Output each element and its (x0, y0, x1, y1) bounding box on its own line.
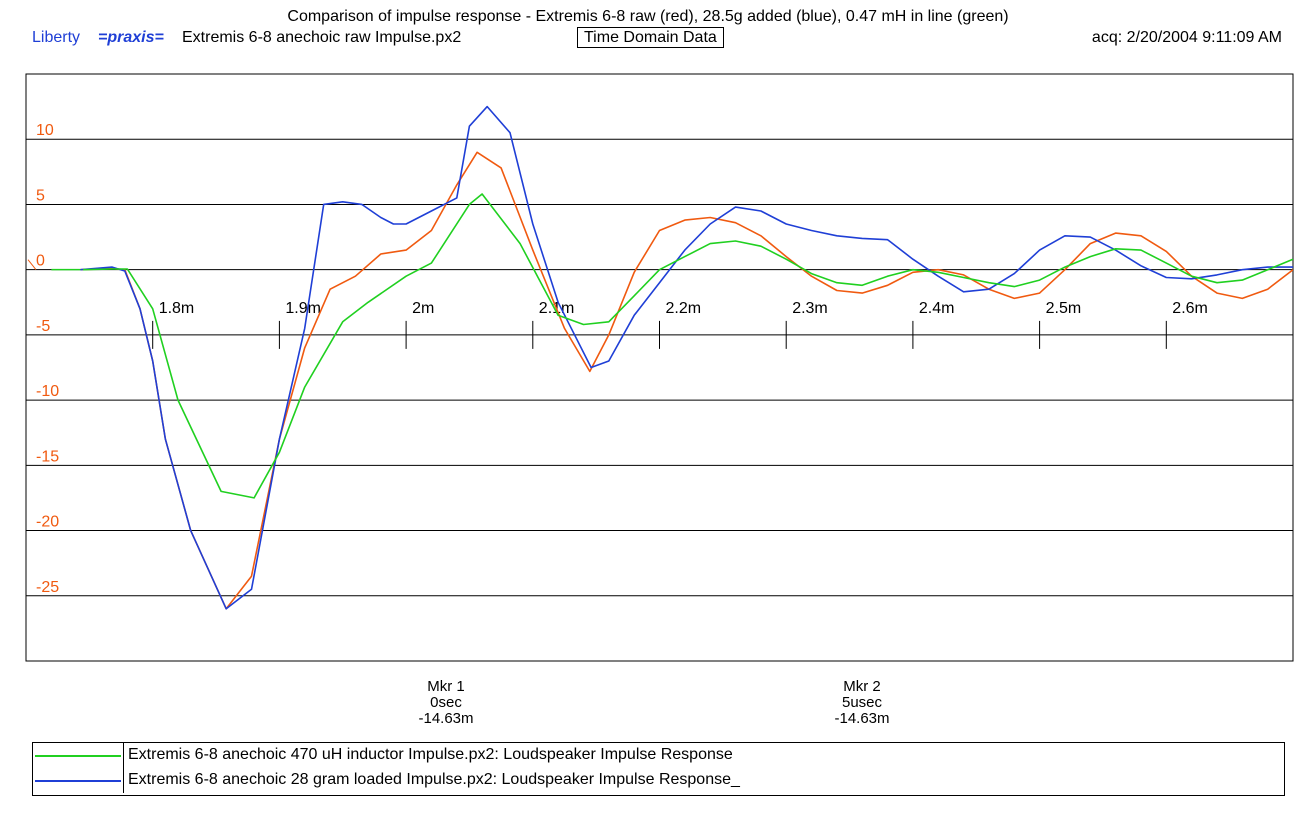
x-tick-label: 2.3m (792, 300, 828, 317)
y-tick-label: 10 (36, 122, 54, 139)
marker-1-time: 0sec (430, 694, 462, 711)
marker-2-value: -14.63m (834, 710, 890, 727)
legend-swatch-green (35, 755, 121, 757)
marker-readouts: Mkr 1 0sec -14.63m Mkr 2 5usec -14.63m (0, 679, 1296, 745)
chart-header: Liberty =praxis= Extremis 6-8 anechoic r… (0, 27, 1296, 49)
x-tick-label: 1.9m (285, 300, 321, 317)
marker-2-readout: Mkr 2 5usec -14.63m (802, 679, 922, 727)
series-line-blue (80, 105, 1293, 610)
y-tick-label: -10 (36, 383, 59, 400)
legend-swatch-blue (35, 780, 121, 782)
legend-label-blue: Extremis 6-8 anechoic 28 gram loaded Imp… (123, 768, 740, 793)
x-tick-label: 2m (412, 300, 434, 317)
y-tick-label: -5 (36, 318, 50, 335)
y-tick-label: 5 (36, 187, 45, 204)
x-tick-label: 2.4m (919, 300, 955, 317)
y-tick-label: -25 (36, 579, 59, 596)
legend-label-green: Extremis 6-8 anechoic 470 uH inductor Im… (123, 743, 733, 768)
y-tick-label: 0 (36, 253, 45, 270)
x-tick-label: 1.8m (159, 300, 195, 317)
legend-entry-green: Extremis 6-8 anechoic 470 uH inductor Im… (33, 743, 1284, 768)
software-label: =praxis= (98, 29, 164, 46)
mode-indicator: Time Domain Data (577, 27, 724, 48)
chart-legend: Extremis 6-8 anechoic 470 uH inductor Im… (32, 742, 1285, 796)
marker-2-time: 5usec (841, 694, 883, 711)
acquisition-timestamp: acq: 2/20/2004 9:11:09 AM (1091, 29, 1282, 46)
x-tick-label: 2.5m (1046, 300, 1082, 317)
file-name: Extremis 6-8 anechoic raw Impulse.px2 (182, 29, 462, 46)
y-tick-label: -20 (36, 514, 59, 531)
marker-1-readout: Mkr 1 0sec -14.63m (386, 679, 506, 727)
legend-entry-blue: Extremis 6-8 anechoic 28 gram loaded Imp… (33, 768, 1284, 793)
marker-1-value: -14.63m (418, 710, 474, 727)
series-line-red (80, 151, 1293, 610)
plot-frame (25, 73, 1294, 662)
brand-label: Liberty (32, 29, 81, 46)
x-tick-label: 2.6m (1172, 300, 1208, 317)
zero-marker (27, 259, 37, 270)
marker-2-name: Mkr 2 (843, 678, 881, 695)
x-tick-label: 2.2m (666, 300, 702, 317)
y-tick-label: -15 (36, 448, 59, 465)
series-line-green (82, 193, 1293, 499)
chart-title: Comparison of impulse response - Extremi… (287, 8, 1009, 25)
marker-1-name: Mkr 1 (427, 678, 465, 695)
